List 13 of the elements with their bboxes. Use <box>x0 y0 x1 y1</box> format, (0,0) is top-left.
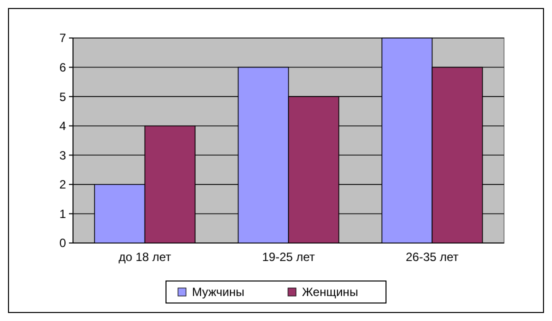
y-tick-label: 0 <box>59 236 66 250</box>
y-tick-label: 1 <box>59 206 66 221</box>
x-tick-label: до 18 лет <box>118 250 172 264</box>
y-tick-label: 3 <box>59 148 66 162</box>
legend-label: Мужчины <box>192 285 244 300</box>
legend-label: Женщины <box>302 285 358 300</box>
x-tick-label: 19-25 лет <box>262 250 316 264</box>
y-tick-label: 4 <box>59 119 66 134</box>
y-tick-label: 2 <box>59 178 66 192</box>
y-tick-label: 7 <box>59 31 66 46</box>
x-tick-label: 26-35 лет <box>406 250 460 264</box>
y-tick-label: 6 <box>59 60 66 74</box>
y-tick-label: 5 <box>59 90 66 104</box>
